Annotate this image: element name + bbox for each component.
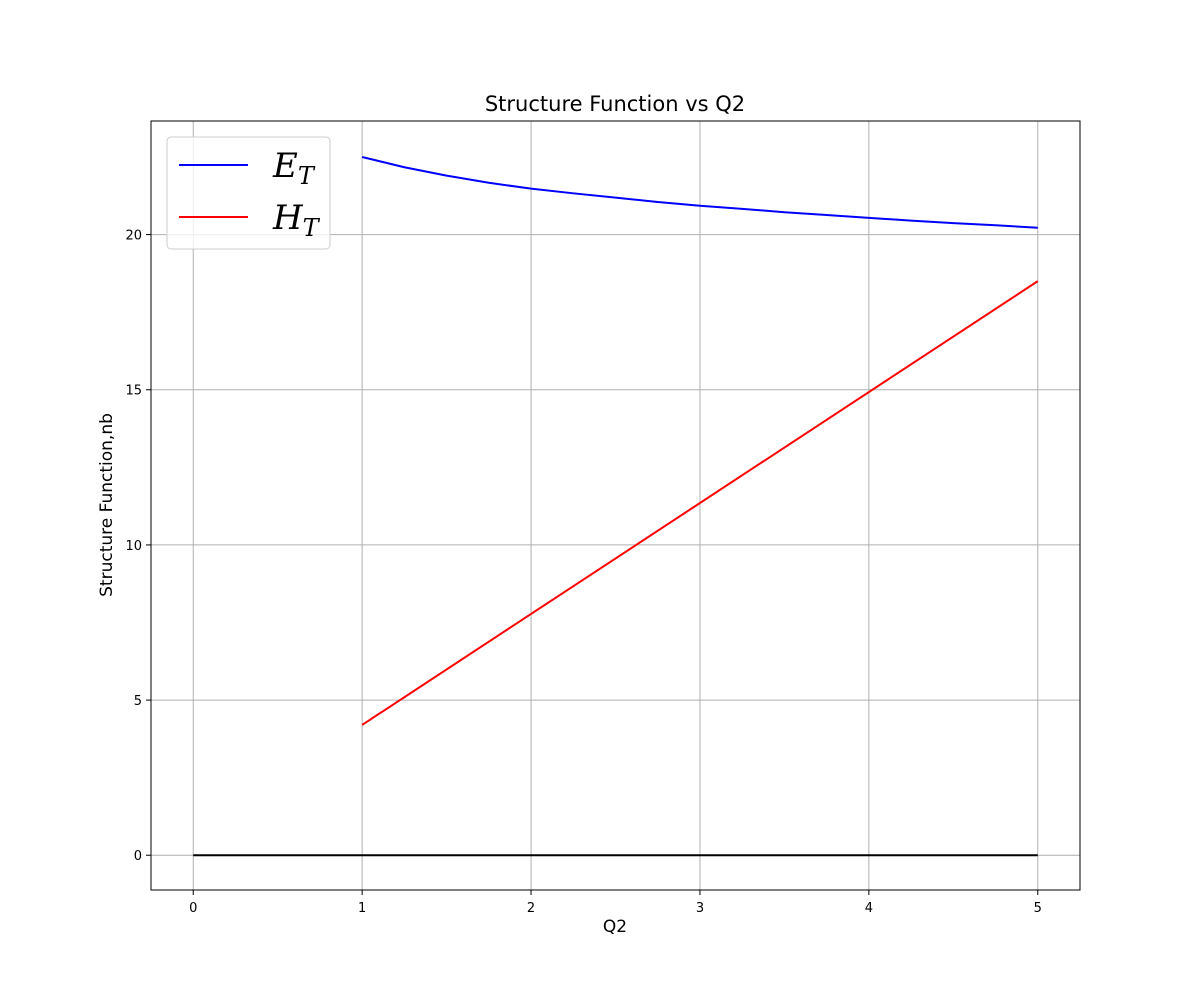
legend-label-ht-main: H [272,198,304,238]
series-line-et [361,156,1038,229]
axis-ticks: 0 1 2 3 4 5 0 5 10 15 20 [125,229,1041,916]
series-lines [193,156,1039,857]
legend-label-ht: HT [272,198,321,242]
legend: ET HT [166,136,331,250]
y-tick-label: 10 [125,539,142,554]
y-tick-label: 15 [125,384,142,399]
chart-title: Structure Function vs Q2 [485,92,745,116]
legend-label-et: ET [272,146,316,190]
x-tick-label: 2 [527,901,535,916]
y-tick-label: 20 [125,229,142,244]
series-line-ht [361,280,1039,726]
x-tick-label: 5 [1034,901,1042,916]
x-tick-label: 1 [358,901,366,916]
x-axis-label: Q2 [603,917,627,937]
y-tick-label: 5 [134,694,142,709]
grid [151,121,1080,890]
x-tick-label: 3 [696,901,704,916]
y-tick-label: 0 [134,849,142,864]
x-tick-label: 0 [189,901,197,916]
plot-frame [150,120,1081,891]
legend-label-et-main: E [272,146,298,186]
legend-label-ht-subscript: T [303,214,321,242]
x-tick-label: 4 [865,901,873,916]
y-axis-label: Structure Function,nb [97,413,117,597]
legend-label-et-subscript: T [298,162,316,190]
